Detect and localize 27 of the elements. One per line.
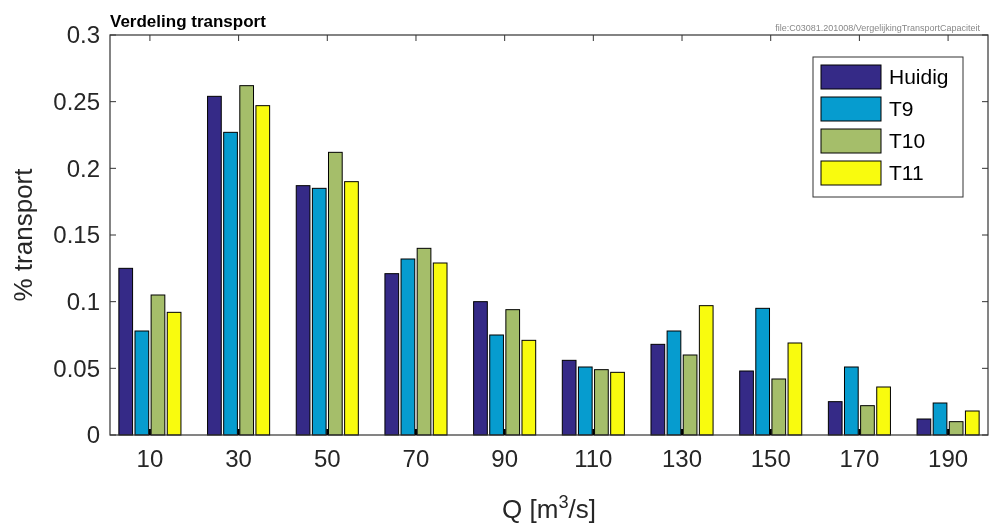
y-tick-label: 0.2 xyxy=(66,154,100,182)
x-tick-label: 10 xyxy=(136,445,164,472)
x-tick-label: 50 xyxy=(313,445,341,472)
text: file:C03081.201008/VergelijkingTransportCapaciteit xyxy=(775,23,981,33)
x-tick-label: 30 xyxy=(225,445,252,472)
bar xyxy=(166,311,182,436)
x-tick-label: 130 xyxy=(662,445,703,472)
y-tick-label: 0.3 xyxy=(66,21,100,49)
bar xyxy=(916,418,932,436)
legend-label: Huidig xyxy=(889,65,949,89)
x-tick-label: 90 xyxy=(491,445,519,472)
x-tick-label: 70 xyxy=(402,445,430,472)
chart-title: Verdeling transport xyxy=(110,12,267,31)
y-tick-label: 0 xyxy=(86,421,100,449)
y-tick-label: 0.15 xyxy=(53,221,100,249)
y-tick-label: 0.05 xyxy=(53,354,100,382)
x-tick-label: 110 xyxy=(574,445,613,472)
legend-label: T10 xyxy=(889,129,926,153)
x-axis-title: Q [m$^{3}$/s] xyxy=(502,492,596,524)
legend-label: T11 xyxy=(889,161,924,185)
y-tick-label: 0.1 xyxy=(66,288,100,316)
x-tick-label: 150 xyxy=(750,445,791,472)
y-axis-title: % transport xyxy=(8,167,38,302)
legend-label: T9 xyxy=(889,97,914,121)
x-tick-label: 190 xyxy=(928,445,969,472)
x-tick-label: 170 xyxy=(839,445,880,472)
y-tick-label: 0.25 xyxy=(53,88,100,116)
